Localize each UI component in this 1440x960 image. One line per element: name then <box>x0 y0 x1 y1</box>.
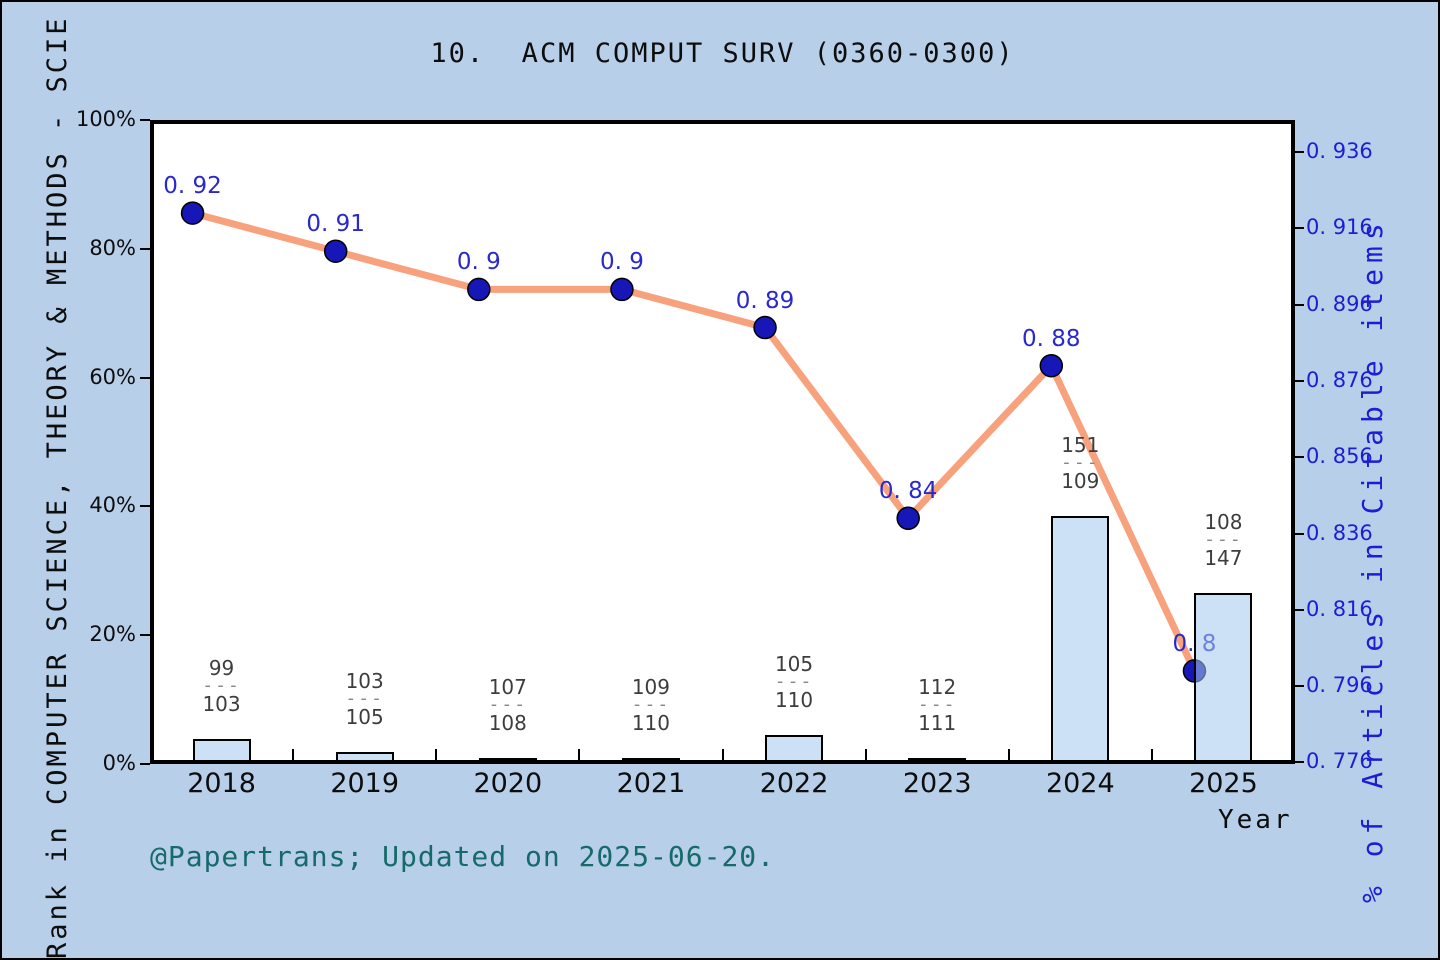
fraction-numerator: 107 <box>488 675 527 699</box>
left-axis-tick-label: 0% <box>102 751 136 775</box>
rank-fraction-label: 112 --- 111 <box>918 676 957 734</box>
right-axis-tick <box>1295 532 1304 535</box>
x-minor-tick <box>435 749 438 760</box>
fraction-denominator: 109 <box>1061 468 1100 493</box>
fraction-denominator: 108 <box>488 711 527 735</box>
right-axis-tick-label: 0. 776 <box>1306 749 1373 774</box>
chart-title: 10. ACM COMPUT SURV (0360-0300) <box>430 38 1015 69</box>
fraction-denominator: 110 <box>631 711 671 736</box>
rank-fraction-label: 103 --- 105 <box>345 670 384 728</box>
rank-bar <box>1051 515 1110 760</box>
fraction-divider: --- <box>488 694 528 715</box>
point-value-label: 0. 84 <box>878 478 938 505</box>
rank-fraction-label: 107 --- 108 <box>489 676 528 734</box>
rank-bar <box>192 739 251 760</box>
right-axis-tick <box>1295 456 1304 459</box>
fraction-divider: --- <box>631 694 671 716</box>
left-axis-title: Rank in COMPUTER SCIENCE, THEORY & METHO… <box>42 15 73 959</box>
fraction-divider: --- <box>202 675 241 696</box>
fraction-numerator: 109 <box>631 675 671 700</box>
rank-bar <box>478 758 537 760</box>
x-tick-label: 2024 <box>1045 768 1115 799</box>
point-value-label: 0. 88 <box>1022 325 1081 352</box>
fraction-divider: --- <box>345 687 384 709</box>
x-tick-label: 2023 <box>902 768 972 799</box>
rank-fraction-label: 99 --- 103 <box>202 657 241 715</box>
x-tick-label: 2018 <box>187 768 256 799</box>
right-axis-tick-label: 0. 936 <box>1306 139 1373 164</box>
x-minor-tick <box>578 749 581 760</box>
left-axis-tick-label: 20% <box>89 622 136 647</box>
rank-bar <box>335 751 394 760</box>
left-axis-tick-label: 60% <box>89 364 136 389</box>
point-value-label: 0. 89 <box>735 287 795 314</box>
x-tick-label: 2025 <box>1189 768 1258 799</box>
right-axis-tick <box>1295 685 1304 688</box>
right-axis-tick-label: 0. 916 <box>1306 215 1373 240</box>
fraction-numerator: 99 <box>208 656 235 680</box>
fraction-denominator: 111 <box>918 711 957 736</box>
rank-fraction-label: 105 --- 110 <box>775 653 814 711</box>
right-axis-tick <box>1295 761 1304 764</box>
right-axis-tick-label: 0. 896 <box>1306 291 1373 316</box>
fraction-denominator: 110 <box>774 687 814 712</box>
x-tick-label: 2021 <box>616 768 686 799</box>
x-minor-tick <box>864 749 867 760</box>
point-value-label: 0. 92 <box>163 173 222 200</box>
left-axis-tick <box>140 376 150 379</box>
right-axis-tick <box>1295 303 1304 306</box>
rank-fraction-label: 109 --- 110 <box>632 676 671 734</box>
fraction-divider: --- <box>1204 529 1243 551</box>
right-axis-tick-label: 0. 816 <box>1306 596 1373 621</box>
point-value-label: 0. 91 <box>306 211 365 238</box>
right-axis-tick <box>1295 379 1304 382</box>
left-axis-tick <box>140 247 150 250</box>
right-axis-tick-label: 0. 856 <box>1306 444 1373 469</box>
x-minor-tick <box>1150 749 1153 760</box>
x-minor-tick <box>292 749 295 760</box>
right-axis-tick <box>1295 151 1304 154</box>
fraction-denominator: 105 <box>345 704 384 729</box>
x-axis-title: Year <box>1218 805 1293 835</box>
x-minor-tick <box>721 749 724 760</box>
point-value-label: 0. 9 <box>456 249 501 276</box>
fraction-numerator: 105 <box>774 651 814 676</box>
rank-fraction-label: 108 --- 147 <box>1204 511 1243 569</box>
right-axis-tick-label: 0. 796 <box>1306 673 1373 698</box>
x-minor-tick <box>1007 749 1010 760</box>
fraction-divider: --- <box>917 694 957 716</box>
x-tick-label: 2020 <box>473 768 543 799</box>
right-axis-tick <box>1295 227 1304 230</box>
rank-bar <box>621 758 680 761</box>
x-tick-label: 2022 <box>759 768 829 799</box>
fraction-divider: --- <box>774 670 814 692</box>
fraction-numerator: 103 <box>345 668 384 693</box>
left-axis-tick-label: 80% <box>89 235 136 260</box>
fraction-denominator: 147 <box>1204 546 1243 571</box>
left-axis-tick <box>140 505 150 508</box>
left-axis-tick-label: 100% <box>75 107 136 131</box>
rank-fraction-label: 151 --- 109 <box>1061 434 1100 492</box>
left-axis-tick <box>140 763 150 765</box>
fraction-numerator: 108 <box>1204 510 1243 535</box>
left-axis-tick-label: 40% <box>89 493 136 518</box>
rank-bar <box>765 734 824 760</box>
point-value-label: 0. 9 <box>599 249 644 276</box>
right-axis-tick-label: 0. 836 <box>1306 520 1373 545</box>
left-axis-tick <box>140 119 150 121</box>
fraction-numerator: 151 <box>1061 432 1100 457</box>
fraction-divider: --- <box>1061 451 1100 473</box>
x-tick-label: 2019 <box>330 768 400 799</box>
footer-note: @Papertrans; Updated on 2025-06-20. <box>150 840 776 873</box>
fraction-denominator: 103 <box>202 692 241 716</box>
right-axis-tick-label: 0. 876 <box>1306 367 1373 392</box>
right-axis-title: % of Articles in Citable items <box>1356 217 1389 903</box>
right-axis-tick <box>1295 608 1304 611</box>
rank-bar <box>908 758 967 761</box>
left-axis-tick <box>140 634 150 637</box>
rank-bar <box>1194 593 1253 760</box>
fraction-numerator: 112 <box>918 675 957 700</box>
